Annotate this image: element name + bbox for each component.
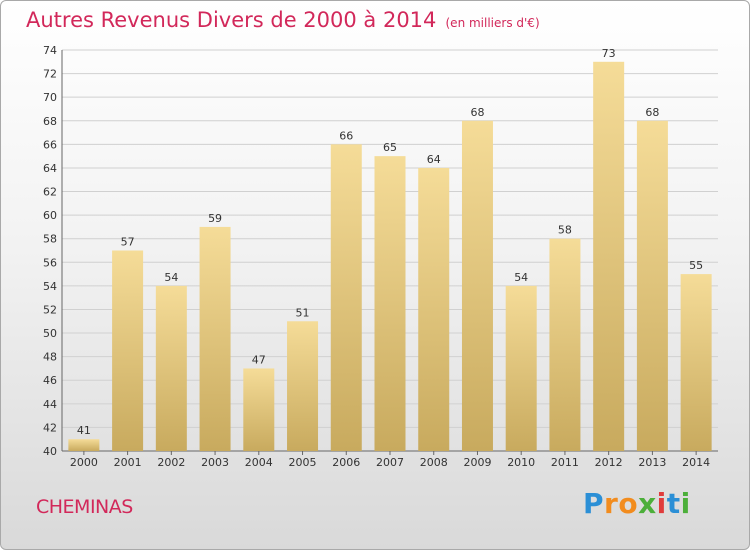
bar <box>243 368 275 451</box>
x-tick-label: 2013 <box>638 456 666 469</box>
logo-letter: t <box>666 487 681 520</box>
data-label: 51 <box>296 306 310 319</box>
y-tick-label: 54 <box>43 280 57 293</box>
bar <box>636 120 668 451</box>
logo-letter: x <box>638 487 657 520</box>
bar <box>112 250 144 451</box>
data-label: 59 <box>208 212 222 225</box>
x-tick-label: 2002 <box>157 456 185 469</box>
bar <box>199 226 231 451</box>
bar <box>287 321 319 451</box>
x-tick-label: 2006 <box>332 456 360 469</box>
y-tick-label: 52 <box>43 303 57 316</box>
data-label: 73 <box>602 47 616 60</box>
bar <box>155 285 187 451</box>
logo-letter: P <box>583 487 605 520</box>
y-tick-label: 48 <box>43 351 57 364</box>
x-tick-label: 2004 <box>245 456 273 469</box>
chart-title: Autres Revenus Divers de 2000 à 2014 (en… <box>26 8 540 32</box>
x-tick-label: 2012 <box>595 456 623 469</box>
bar <box>68 439 100 451</box>
y-tick-label: 66 <box>43 138 57 151</box>
proxiti-logo[interactable]: Proxiti <box>583 487 691 520</box>
data-label: 64 <box>427 153 441 166</box>
commune-name: CHEMINAS <box>36 496 133 518</box>
x-tick-label: 2008 <box>420 456 448 469</box>
data-label: 54 <box>164 271 178 284</box>
x-tick-label: 2011 <box>551 456 579 469</box>
x-tick-label: 2010 <box>507 456 535 469</box>
y-tick-label: 70 <box>43 91 57 104</box>
bar <box>461 120 493 451</box>
bar <box>330 144 362 451</box>
data-label: 68 <box>470 106 484 119</box>
y-tick-label: 50 <box>43 327 57 340</box>
logo-letter: o <box>618 487 639 520</box>
data-label: 66 <box>339 129 353 142</box>
y-tick-label: 74 <box>43 44 57 57</box>
chart-title-unit: (en milliers d'€) <box>445 16 540 30</box>
y-tick-label: 72 <box>43 68 57 81</box>
bar <box>549 238 581 451</box>
bar <box>593 61 625 451</box>
y-tick-label: 62 <box>43 186 57 199</box>
data-label: 55 <box>689 259 703 272</box>
data-label: 68 <box>645 106 659 119</box>
data-label: 54 <box>514 271 528 284</box>
x-tick-label: 2001 <box>114 456 142 469</box>
logo-letter: r <box>604 487 619 520</box>
x-tick-label: 2009 <box>463 456 491 469</box>
chart-title-main: Autres Revenus Divers de 2000 à 2014 <box>26 8 437 32</box>
x-tick-label: 2000 <box>70 456 98 469</box>
data-label: 65 <box>383 141 397 154</box>
y-tick-label: 46 <box>43 374 57 387</box>
data-label: 57 <box>121 236 135 249</box>
y-tick-label: 68 <box>43 115 57 128</box>
y-tick-label: 56 <box>43 256 57 269</box>
bar <box>418 167 450 452</box>
bar <box>505 285 537 451</box>
y-tick-label: 44 <box>43 398 57 411</box>
x-tick-label: 2005 <box>289 456 317 469</box>
y-tick-label: 60 <box>43 209 57 222</box>
bar <box>680 274 712 451</box>
data-label: 47 <box>252 353 266 366</box>
y-tick-label: 64 <box>43 162 57 175</box>
y-tick-label: 40 <box>43 445 57 458</box>
x-tick-label: 2014 <box>682 456 710 469</box>
x-tick-label: 2003 <box>201 456 229 469</box>
bar <box>374 156 406 451</box>
logo-letter: i <box>680 487 691 520</box>
y-tick-label: 42 <box>43 421 57 434</box>
data-label: 41 <box>77 424 91 437</box>
logo-letter: i <box>656 487 667 520</box>
y-tick-label: 58 <box>43 233 57 246</box>
x-tick-label: 2007 <box>376 456 404 469</box>
data-label: 58 <box>558 224 572 237</box>
